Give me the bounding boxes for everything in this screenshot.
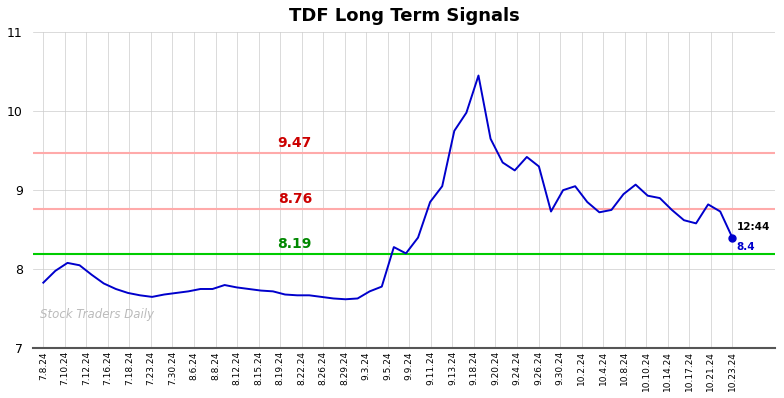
Text: 8.76: 8.76	[278, 192, 312, 206]
Text: 8.19: 8.19	[278, 237, 312, 251]
Text: 9.47: 9.47	[278, 136, 312, 150]
Text: 8.4: 8.4	[737, 242, 755, 252]
Text: 12:44: 12:44	[737, 222, 770, 232]
Title: TDF Long Term Signals: TDF Long Term Signals	[289, 7, 519, 25]
Text: Stock Traders Daily: Stock Traders Daily	[40, 308, 154, 322]
